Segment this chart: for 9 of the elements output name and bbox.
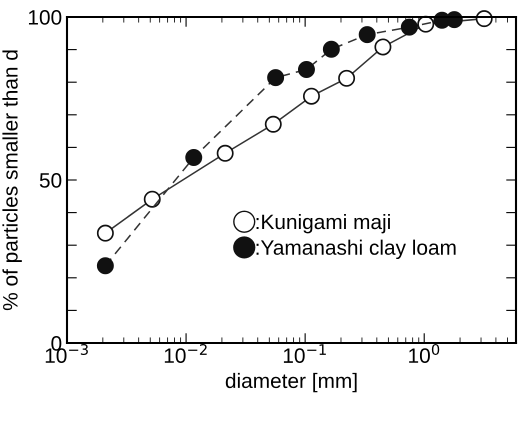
y-tick-label: 100 <box>28 10 62 25</box>
legend-label: :Kunigami maji <box>256 214 390 234</box>
x-axis-title: diameter [mm] <box>226 372 357 392</box>
x-tick-label: 10$^{−1}$ <box>284 344 326 364</box>
y-tick-label: 50 <box>40 173 62 188</box>
x-tick-label: 10$^{0}$ <box>409 344 440 364</box>
legend-label: :Yamanashi clay loam <box>256 240 456 260</box>
y-axis-title: % of particles smaller than d <box>2 50 22 310</box>
x-tick-label: 10$^{−2}$ <box>164 344 207 364</box>
